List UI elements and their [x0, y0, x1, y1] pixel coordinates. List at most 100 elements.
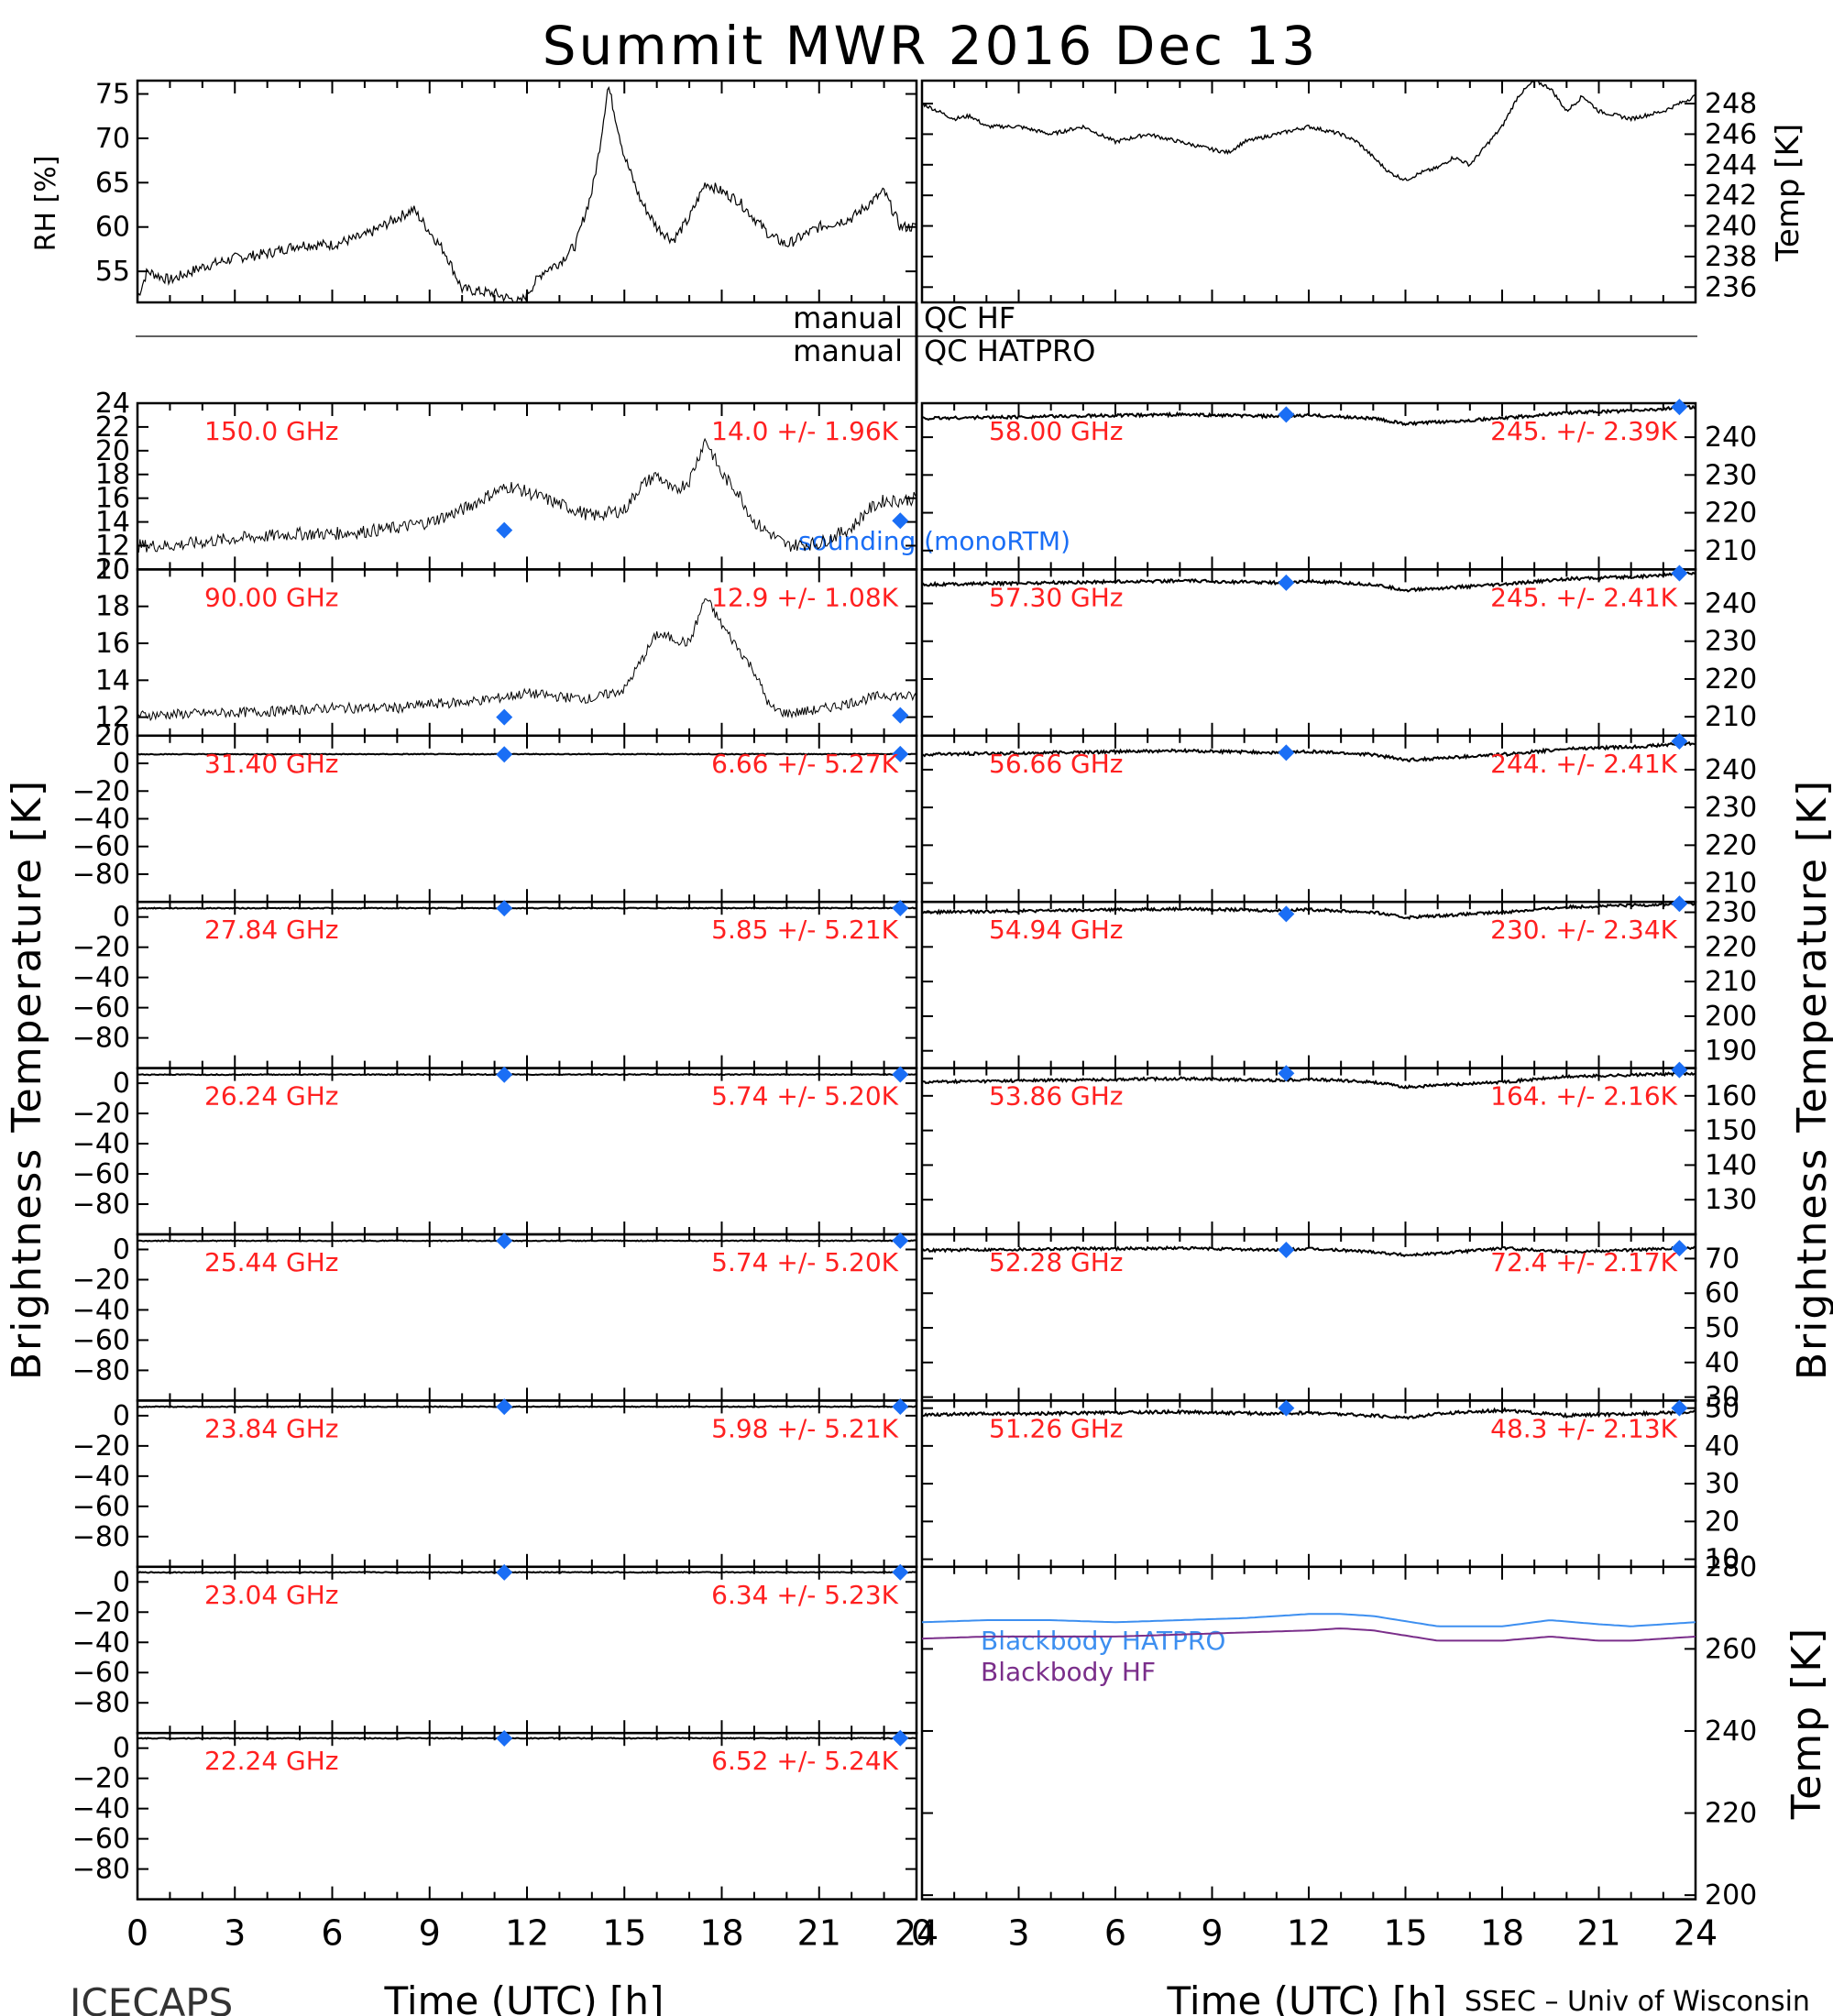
ch_150-panel-freq-label: 150.0 GHz [204, 416, 339, 446]
ch_90-panel-trace [137, 598, 916, 722]
blackbody-panel-xtick-label: 9 [1201, 1913, 1223, 1954]
ch_51_26-panel-freq-label: 51.26 GHz [989, 1413, 1124, 1443]
legend-blackbody-hatpro: Blackbody HATPRO [981, 1626, 1225, 1656]
ch_56_66-panel-trace [922, 740, 1696, 763]
ch_150-panel-ytick-label: 14 [95, 507, 130, 539]
ch_23_84-panel-sounding-marker [892, 1397, 909, 1415]
ch_90-panel-freq-label: 90.00 GHz [204, 582, 339, 612]
ch_51_26-panel-ytick-label: 40 [1705, 1430, 1740, 1463]
ch_23_84-panel-freq-label: 23.84 GHz [204, 1413, 339, 1443]
rh-axis-label: RH [%] [30, 156, 62, 252]
ch_23_04-panel-sounding-marker [892, 1563, 909, 1581]
ch_22_24-panel-xtick-label: 9 [419, 1913, 441, 1954]
ch_52_28-panel-sounding-marker [1278, 1242, 1295, 1259]
ch_25_44-panel-ytick-label: −40 [72, 1294, 130, 1326]
ch_23_84-panel-ytick-label: 0 [113, 1400, 130, 1432]
ch_58_00-panel-ytick-label: 240 [1705, 422, 1757, 454]
ch_53_86-panel-ytick-label: 160 [1705, 1080, 1757, 1112]
ch_57_30-panel-stats-label: 245. +/- 2.41K [1490, 582, 1677, 612]
ch_22_24-panel-sounding-marker [496, 1729, 513, 1747]
ch_23_84-panel-sounding-marker [496, 1398, 513, 1416]
ch_23_04-panel-ytick-label: −40 [72, 1627, 130, 1659]
ch_22_24-panel-xtick-label: 15 [602, 1913, 646, 1954]
ch_58_00-panel-trace [922, 404, 1696, 427]
rh-panel-ytick-label: 55 [95, 256, 130, 288]
ch_26_24-panel-freq-label: 26.24 GHz [204, 1081, 339, 1112]
blackbody-panel-trace [922, 1627, 1696, 1642]
blackbody-panel-xtick-label: 18 [1480, 1913, 1524, 1954]
rh-panel-ytick-label: 70 [95, 123, 130, 155]
ch_54_94-panel-ytick-label: 200 [1705, 1001, 1757, 1033]
ch_22_24-panel-xtick-label: 6 [321, 1913, 343, 1954]
footer-ssec: SSEC – Univ of Wisconsin [1465, 1986, 1810, 2016]
ch_27_84-panel-ytick-label: −40 [72, 962, 130, 994]
temp-axis-label: Temp [K] [1770, 124, 1806, 262]
ch_90-panel-ytick-label: 20 [95, 553, 130, 586]
ch_25_44-panel-trace [137, 1239, 916, 1243]
ch_25_44-panel-freq-label: 25.44 GHz [204, 1247, 339, 1277]
ch_56_66-panel-sounding-marker [1671, 732, 1688, 750]
ch_31_40-panel-ytick-label: −60 [72, 831, 130, 863]
ch_22_24-panel-trace [137, 1737, 916, 1740]
ch_54_94-panel-ytick-label: 210 [1705, 966, 1757, 998]
ch_53_86-panel-stats-label: 164. +/- 2.16K [1490, 1081, 1677, 1112]
ch_26_24-panel-ytick-label: −80 [72, 1189, 130, 1221]
ch_53_86-panel-ytick-label: 140 [1705, 1149, 1757, 1181]
ch_51_26-panel-trace [922, 1407, 1696, 1420]
ch_90-panel-sounding-marker [892, 707, 909, 724]
ch_26_24-panel-ytick-label: −60 [72, 1158, 130, 1190]
ch_58_00-panel-sounding-marker [1671, 399, 1688, 416]
ch_22_24-panel-xtick-label: 3 [224, 1913, 246, 1954]
blackbody-panel-ytick-label: 280 [1705, 1551, 1757, 1583]
ch_54_94-panel-sounding-marker [1671, 895, 1688, 913]
ch_31_40-panel-ytick-label: −80 [72, 859, 130, 891]
time-axis-label-right: Time (UTC) [h] [1167, 1978, 1447, 2016]
ch_90-panel-ytick-label: 12 [95, 702, 130, 734]
temp-panel-ytick-label: 238 [1705, 241, 1757, 273]
blackbody-panel-xtick-label: 0 [911, 1913, 933, 1954]
ch_52_28-panel-ytick-label: 70 [1705, 1243, 1740, 1275]
ch_150-panel-sounding-marker [892, 512, 909, 530]
blackbody-panel-ytick-label: 260 [1705, 1633, 1757, 1665]
ch_54_94-panel-ytick-label: 190 [1705, 1035, 1757, 1068]
ch_23_04-panel-ytick-label: 0 [113, 1566, 130, 1598]
ch_23_84-panel-stats-label: 5.98 +/- 5.21K [711, 1413, 898, 1443]
ch_54_94-panel-trace [922, 902, 1696, 921]
ch_56_66-panel-ytick-label: 210 [1705, 868, 1757, 900]
ch_52_28-panel-freq-label: 52.28 GHz [989, 1247, 1124, 1277]
ch_52_28-panel-ytick-label: 50 [1705, 1312, 1740, 1344]
ch_22_24-panel-stats-label: 6.52 +/- 5.24K [711, 1746, 898, 1776]
plot-panels: 5560657075236238240242244246248101214161… [72, 79, 1758, 1954]
ch_25_44-panel-ytick-label: −80 [72, 1354, 130, 1386]
legend-blackbody-hf: Blackbody HF [981, 1657, 1156, 1687]
blackbody-panel-xtick-label: 6 [1104, 1913, 1126, 1954]
ch_22_24-panel-xtick-label: 24 [895, 1913, 938, 1954]
ch_90-panel-ytick-label: 14 [95, 664, 130, 696]
ch_31_40-panel-ytick-label: −20 [72, 775, 130, 807]
ch_22_24-panel-ytick-label: −20 [72, 1763, 130, 1795]
ch_54_94-panel-ytick-label: 230 [1705, 897, 1757, 929]
ch_56_66-panel-sounding-marker [1278, 744, 1295, 761]
ch_53_86-panel-ytick-label: 150 [1705, 1115, 1757, 1147]
ch_23_04-panel-ytick-label: −80 [72, 1687, 130, 1719]
ch_58_00-panel-ytick-label: 210 [1705, 535, 1757, 567]
ch_51_26-panel-sounding-marker [1278, 1399, 1295, 1417]
ch_56_66-panel-ytick-label: 240 [1705, 754, 1757, 786]
ch_57_30-panel-ytick-label: 240 [1705, 588, 1757, 620]
ch_57_30-panel-freq-label: 57.30 GHz [989, 582, 1124, 612]
ch_27_84-panel-ytick-label: −60 [72, 992, 130, 1024]
ch_51_26-panel-ytick-label: 30 [1705, 1468, 1740, 1500]
ch_31_40-panel-freq-label: 31.40 GHz [204, 749, 339, 779]
ch_90-panel-stats-label: 12.9 +/- 1.08K [711, 582, 898, 612]
temp-panel-ytick-label: 240 [1705, 211, 1757, 243]
ch_56_66-panel-freq-label: 56.66 GHz [989, 749, 1124, 779]
ch_58_00-panel-ytick-label: 230 [1705, 459, 1757, 491]
ch_22_24-panel-freq-label: 22.24 GHz [204, 1746, 339, 1776]
blackbody-panel-xtick-label: 12 [1287, 1913, 1331, 1954]
rh-panel-ytick-label: 65 [95, 167, 130, 199]
ch_150-panel-ytick-label: 22 [95, 411, 130, 444]
temp-panel-ytick-label: 244 [1705, 149, 1757, 181]
ch_23_04-panel-ytick-label: −20 [72, 1596, 130, 1628]
ch_57_30-panel-ytick-label: 210 [1705, 701, 1757, 733]
